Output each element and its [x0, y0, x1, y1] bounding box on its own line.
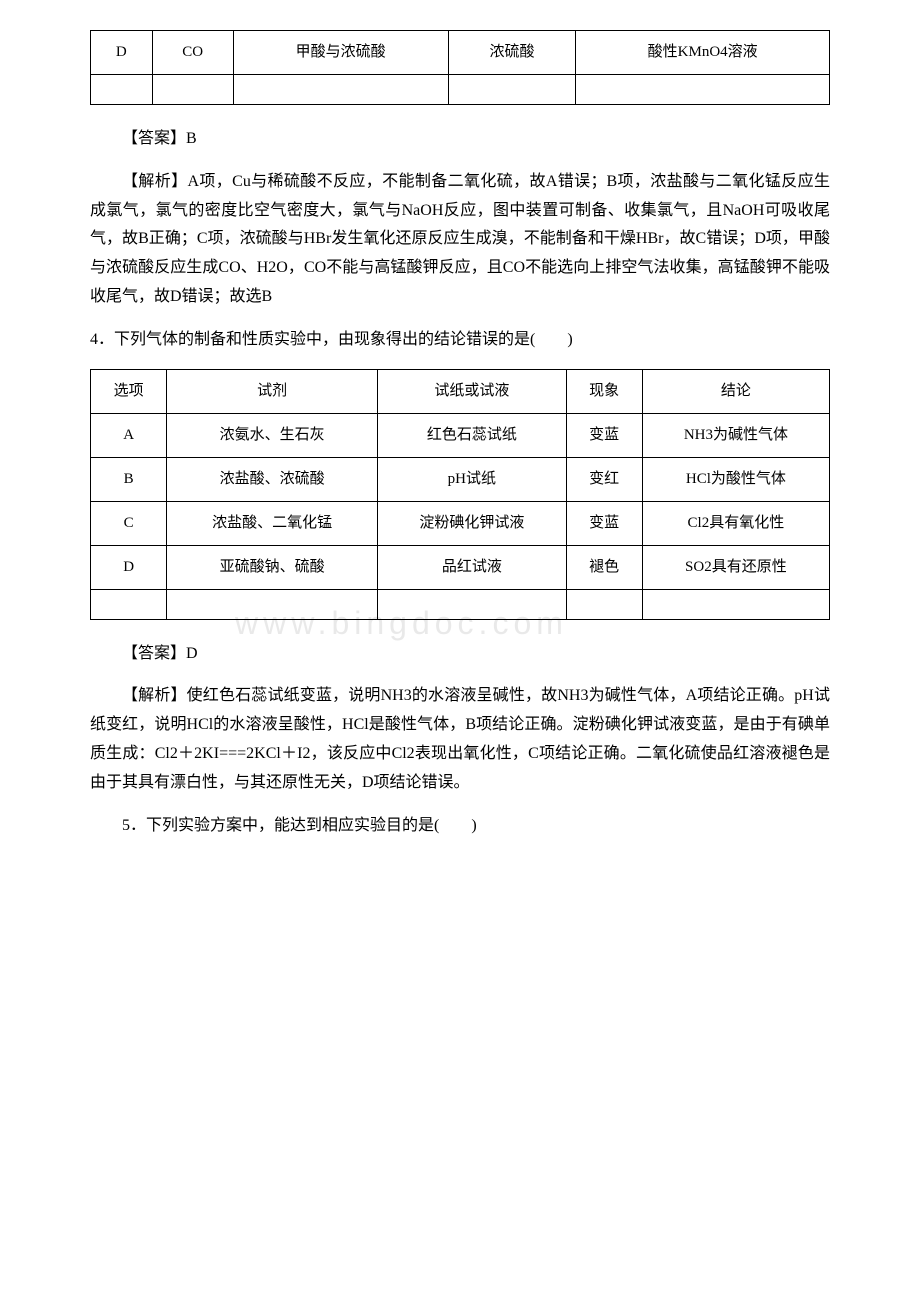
cell-option: D — [91, 31, 153, 75]
table-empty-row — [91, 589, 830, 619]
empty-cell — [167, 589, 378, 619]
header-conclusion: 结论 — [642, 369, 829, 413]
cell-dry: 浓硫酸 — [448, 31, 576, 75]
empty-cell — [152, 75, 233, 105]
cell-reagent-d: 亚硫酸钠、硫酸 — [167, 545, 378, 589]
cell-reagent-c: 浓盐酸、二氧化锰 — [167, 501, 378, 545]
cell-conclusion-c: Cl2具有氧化性 — [642, 501, 829, 545]
table-row: D 亚硫酸钠、硫酸 品红试液 褪色 SO2具有还原性 — [91, 545, 830, 589]
table-row: C 浓盐酸、二氧化锰 淀粉碘化钾试液 变蓝 Cl2具有氧化性 — [91, 501, 830, 545]
table-empty-row — [91, 75, 830, 105]
cell-phenomenon-b: 变红 — [566, 457, 642, 501]
empty-cell — [378, 589, 566, 619]
table-header-row: 选项 试剂 试纸或试液 现象 结论 — [91, 369, 830, 413]
answer-label-2: 【答案】D — [90, 640, 830, 669]
empty-cell — [642, 589, 829, 619]
header-paper: 试纸或试液 — [378, 369, 566, 413]
cell-phenomenon-c: 变蓝 — [566, 501, 642, 545]
empty-cell — [448, 75, 576, 105]
cell-paper-d: 品红试液 — [378, 545, 566, 589]
answer-label-1: 【答案】B — [90, 125, 830, 154]
question-5: 5．下列实验方案中，能达到相应实验目的是( ) — [90, 812, 830, 841]
cell-gas: CO — [152, 31, 233, 75]
cell-paper-c: 淀粉碘化钾试液 — [378, 501, 566, 545]
explanation-1: 【解析】A项，Cu与稀硫酸不反应，不能制备二氧化硫，故A错误；B项，浓盐酸与二氧… — [90, 168, 830, 312]
table-2: 选项 试剂 试纸或试液 现象 结论 A 浓氨水、生石灰 红色石蕊试纸 变蓝 NH… — [90, 369, 830, 620]
cell-option-c: C — [91, 501, 167, 545]
empty-cell — [91, 75, 153, 105]
cell-reagent: 甲酸与浓硫酸 — [233, 31, 448, 75]
header-reagent: 试剂 — [167, 369, 378, 413]
empty-cell — [576, 75, 830, 105]
table-row: D CO 甲酸与浓硫酸 浓硫酸 酸性KMnO4溶液 — [91, 31, 830, 75]
header-phenomenon: 现象 — [566, 369, 642, 413]
empty-cell — [233, 75, 448, 105]
question-4: 4．下列气体的制备和性质实验中，由现象得出的结论错误的是( ) — [90, 326, 830, 355]
table-row: B 浓盐酸、浓硫酸 pH试纸 变红 HCl为酸性气体 — [91, 457, 830, 501]
cell-absorb: 酸性KMnO4溶液 — [576, 31, 830, 75]
cell-phenomenon-d: 褪色 — [566, 545, 642, 589]
table-row: A 浓氨水、生石灰 红色石蕊试纸 变蓝 NH3为碱性气体 — [91, 413, 830, 457]
cell-option-d: D — [91, 545, 167, 589]
table-1: D CO 甲酸与浓硫酸 浓硫酸 酸性KMnO4溶液 — [90, 30, 830, 105]
header-option: 选项 — [91, 369, 167, 413]
cell-conclusion-d: SO2具有还原性 — [642, 545, 829, 589]
explanation-2: 【解析】使红色石蕊试纸变蓝，说明NH3的水溶液呈碱性，故NH3为碱性气体，A项结… — [90, 682, 830, 797]
empty-cell — [566, 589, 642, 619]
cell-paper-b: pH试纸 — [378, 457, 566, 501]
cell-reagent-b: 浓盐酸、浓硫酸 — [167, 457, 378, 501]
empty-cell — [91, 589, 167, 619]
cell-conclusion-b: HCl为酸性气体 — [642, 457, 829, 501]
cell-option-a: A — [91, 413, 167, 457]
cell-conclusion-a: NH3为碱性气体 — [642, 413, 829, 457]
cell-option-b: B — [91, 457, 167, 501]
cell-paper-a: 红色石蕊试纸 — [378, 413, 566, 457]
cell-phenomenon-a: 变蓝 — [566, 413, 642, 457]
cell-reagent-a: 浓氨水、生石灰 — [167, 413, 378, 457]
